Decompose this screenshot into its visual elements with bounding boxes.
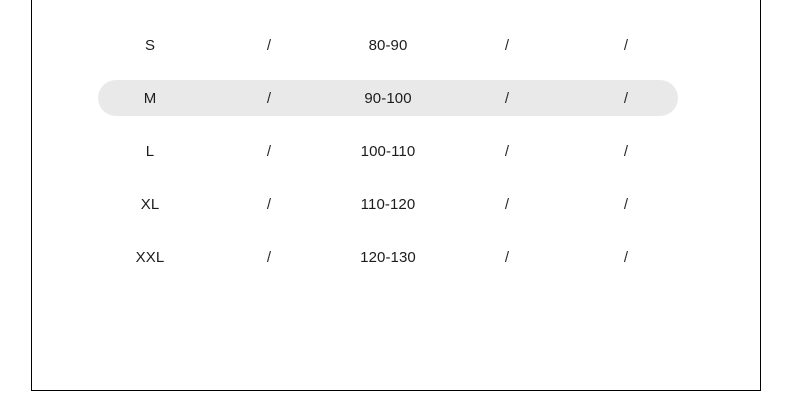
cell-size: M <box>143 89 157 107</box>
cell-size: L <box>145 142 155 160</box>
cell-waist: / <box>504 195 510 213</box>
size-chart-table: S / 80-90 / / M / 90-100 / / L / 100-110… <box>32 0 762 392</box>
cell-hip: / <box>623 142 629 160</box>
cell-hip: / <box>623 89 629 107</box>
cell-size: XL <box>140 195 160 213</box>
cell-waist: / <box>504 248 510 266</box>
cell-bust: / <box>266 248 272 266</box>
cell-waist: / <box>504 142 510 160</box>
cell-bust: / <box>266 195 272 213</box>
cell-length: 80-90 <box>368 36 408 54</box>
table-row[interactable]: XXL / 120-130 / / <box>32 239 762 275</box>
cell-waist: / <box>504 36 510 54</box>
cell-size: S <box>144 36 156 54</box>
cell-size: XXL <box>135 248 165 266</box>
cell-bust: / <box>266 89 272 107</box>
cell-length: 100-110 <box>360 142 416 160</box>
cell-length: 90-100 <box>364 89 412 107</box>
cell-hip: / <box>623 195 629 213</box>
cell-length: 110-120 <box>360 195 416 213</box>
table-row-selected[interactable]: M / 90-100 / / <box>98 80 678 116</box>
table-row[interactable]: XL / 110-120 / / <box>32 186 762 222</box>
cell-bust: / <box>266 142 272 160</box>
cell-bust: / <box>266 36 272 54</box>
size-chart-card: S / 80-90 / / M / 90-100 / / L / 100-110… <box>31 0 761 391</box>
cell-hip: / <box>623 36 629 54</box>
cell-waist: / <box>504 89 510 107</box>
cell-hip: / <box>623 248 629 266</box>
table-row[interactable]: S / 80-90 / / <box>32 27 762 63</box>
table-row[interactable]: L / 100-110 / / <box>32 133 762 169</box>
cell-length: 120-130 <box>360 248 416 266</box>
